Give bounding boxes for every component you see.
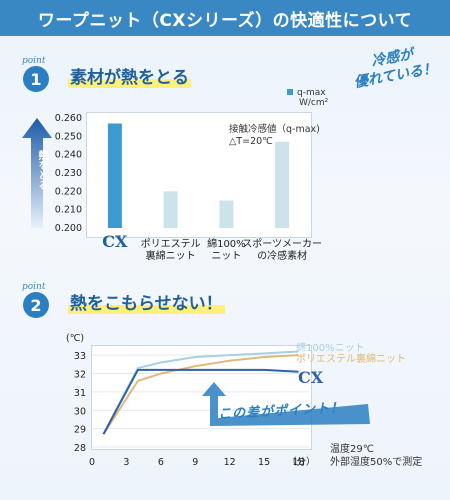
y-tick-label: 33 <box>74 351 86 362</box>
series-label: ポリエステル裏綿ニット <box>296 352 406 365</box>
chart1-panel <box>86 112 312 238</box>
point-word: point <box>22 56 46 66</box>
category-label: CX <box>102 232 128 251</box>
y-tick-label: 0.260 <box>55 113 82 124</box>
series-line <box>102 354 299 435</box>
chart1-legend: q-max W/cm² <box>287 88 329 109</box>
category-label: スポーツメーカーの冷感素材 <box>242 238 322 262</box>
y-tick-label: 28 <box>74 443 86 454</box>
bar <box>163 191 178 228</box>
y-tick-label: 0.250 <box>55 131 82 142</box>
y-tick-label: 29 <box>74 425 86 436</box>
bar <box>219 200 234 228</box>
point-word: point <box>22 282 46 292</box>
note-line1: 温度29℃ <box>330 444 374 455</box>
legend-label: q-max <box>297 88 326 98</box>
point-badge: point 1 <box>20 56 60 92</box>
x-tick-label: 0 <box>89 457 95 468</box>
y-tick-label: 32 <box>74 370 86 381</box>
series-line <box>102 350 299 435</box>
y-tick-label: 0.240 <box>55 150 82 161</box>
heat-removal-label: 熱をとる <box>36 150 47 190</box>
measurement-note: 温度29℃ 外部湿度50%で測定 <box>330 444 422 469</box>
note-line2: 外部湿度50%で測定 <box>330 456 423 468</box>
legend-swatch <box>287 89 293 95</box>
point-number: 2 <box>23 292 49 318</box>
line-chart: 28 29 30 31 32 33 (℃) 0 3 6 9 12 15 18（分） 綿100%ニットポリエス… <box>66 333 406 468</box>
category-label: 綿100%ニット <box>207 237 246 262</box>
bar <box>275 141 290 228</box>
y-tick-label: 31 <box>74 388 86 399</box>
x-tick-label: 9 <box>192 457 198 468</box>
x-tick-label: 15 <box>258 457 270 468</box>
section1-header: point 1 素材が熱をとる <box>20 56 191 92</box>
arrow-up-icon <box>202 382 370 426</box>
x-tick-label: 6 <box>158 457 164 468</box>
annotation-line2: △T=20℃ <box>229 136 273 148</box>
series-line <box>102 368 299 435</box>
legend-unit: W/cm² <box>299 97 329 108</box>
x-tick-label: 3 <box>123 457 129 468</box>
point-badge: point 2 <box>20 282 60 318</box>
category-label: ポリエステル裏綿ニット <box>141 238 201 262</box>
chart1-annotation: 接触冷感値（q-max) △T=20℃ <box>229 124 320 149</box>
point-number: 1 <box>23 66 49 92</box>
x-tick-label: 12 <box>224 457 236 468</box>
page-title: ワープニット（CXシリーズ）の快適性について <box>0 0 450 36</box>
series-label: 綿100%ニット <box>296 341 365 354</box>
bar-chart: 0.260 0.250 0.240 0.230 0.220 0.210 0.200 CX ポリエ… <box>55 113 322 262</box>
y-tick-label: 0.220 <box>55 186 82 197</box>
y-axis-unit: (℃) <box>66 333 84 344</box>
y-tick-label: 30 <box>74 406 86 417</box>
x-axis-unit: （分） <box>287 456 316 468</box>
section2-title: 熱をこもらせない！ <box>68 288 225 314</box>
section1-title: 素材が熱をとる <box>68 62 191 88</box>
y-tick-label: 0.230 <box>55 168 82 179</box>
x-tick-label: 18 <box>292 457 304 468</box>
bar <box>107 123 122 228</box>
y-tick-label: 0.210 <box>55 205 82 216</box>
section2-header: point 2 熱をこもらせない！ <box>20 282 225 318</box>
up-arrow-icon <box>22 118 52 228</box>
series-label: CX <box>298 368 324 387</box>
y-tick-label: 0.200 <box>55 223 82 234</box>
annotation-line1: 接触冷感値（q-max) <box>229 124 320 135</box>
